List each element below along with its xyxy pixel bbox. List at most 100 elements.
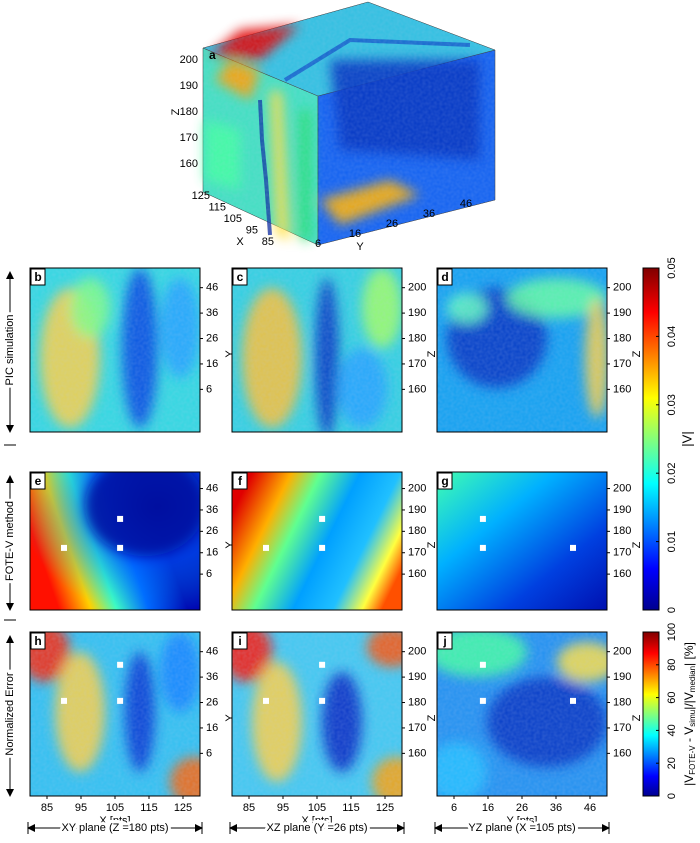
- location-marker: [61, 544, 67, 551]
- axis-label: Z: [426, 350, 438, 357]
- heatmap-noise: [232, 268, 402, 432]
- x-tick-label: 16: [482, 802, 494, 814]
- y-tick-label: 16: [206, 722, 218, 734]
- y-tick-label: 46: [206, 282, 218, 294]
- x-tick-label: 125: [192, 190, 210, 202]
- axis-label: Y: [224, 350, 236, 358]
- y-tick-label: 180: [408, 525, 426, 537]
- y-tick-label: 200: [408, 646, 426, 658]
- y-tick-label: 26: [206, 332, 218, 344]
- y-tick-label: 180: [408, 332, 426, 344]
- heatmap: [231, 267, 403, 433]
- colorbar-tick-label: 40: [666, 724, 678, 736]
- panel-frame: [231, 471, 403, 611]
- x-axis-label: X [pts]: [99, 815, 130, 827]
- colorbar-label: |VFOTE-V - Vsimu|/|Vmedian| [%]: [682, 642, 697, 786]
- y-tick-label: 190: [613, 671, 631, 683]
- x-tick-label: 85: [243, 802, 255, 814]
- y-tick-label: 160: [613, 383, 631, 395]
- y-tick-label: 160: [613, 747, 631, 759]
- y-tick-label: 6: [206, 383, 212, 395]
- x-tick-label: 95: [277, 802, 289, 814]
- heatmap-body: [437, 632, 607, 796]
- x-tick-label: 105: [224, 213, 242, 225]
- x-tick-label: 6: [451, 802, 457, 814]
- axis-label: Z: [631, 541, 643, 548]
- panel-label-box: [232, 268, 248, 286]
- heatmap-body: [232, 632, 402, 796]
- heatmap-noise: [232, 632, 402, 796]
- axis-label: Y: [224, 714, 236, 722]
- x-tick-label: 95: [75, 802, 87, 814]
- x-tick-label: 105: [106, 802, 124, 814]
- z-tick-label: 180: [180, 106, 198, 118]
- axis-label: Y: [224, 541, 236, 549]
- y-tick-label: 200: [613, 282, 631, 294]
- plane-label: XY plane (Z =180 pts): [61, 822, 168, 834]
- location-marker: [61, 697, 67, 704]
- y-tick-label: 190: [613, 504, 631, 516]
- y-tick-label: 170: [613, 358, 631, 370]
- panel-label-box: [437, 472, 453, 490]
- panel-label-box: [232, 472, 248, 490]
- location-marker: [117, 697, 124, 704]
- heatmap-base: [437, 472, 607, 610]
- colorbar-tick-label: 0: [666, 793, 678, 799]
- label-part: FOTE-V: [688, 745, 697, 775]
- y-tick-label: 190: [408, 504, 426, 516]
- heatmap-body: [232, 268, 402, 432]
- row-label: FOTE-V method: [4, 501, 16, 581]
- x-tick-label: 115: [342, 802, 360, 814]
- y-tick-label: 190: [613, 307, 631, 319]
- y-tick-label: 26: [386, 218, 398, 230]
- y-tick-label: 190: [408, 671, 426, 683]
- z-tick-label: 200: [180, 54, 198, 66]
- y-axis-label: Y: [356, 241, 364, 253]
- y-tick-label: 180: [613, 332, 631, 344]
- y-tick-label: 170: [408, 358, 426, 370]
- y-tick-label: 46: [460, 198, 472, 210]
- colorbar-tick-label: 0.03: [666, 394, 678, 415]
- x-tick-label: 115: [208, 201, 226, 213]
- colorbar-tick-label: 0.04: [666, 326, 678, 347]
- label-part: - V: [682, 727, 696, 746]
- panel-label: b: [34, 270, 41, 284]
- y-tick-label: 6: [315, 238, 321, 250]
- heatmap-body: [30, 472, 200, 610]
- x-axis-label: X [pts]: [301, 815, 332, 827]
- location-marker: [263, 697, 269, 704]
- x-tick-label: 46: [584, 802, 596, 814]
- label-part: median: [688, 666, 697, 692]
- panel-label: c: [237, 270, 244, 284]
- label-part: simu: [688, 710, 697, 727]
- y-tick-label: 170: [613, 547, 631, 559]
- y-tick-label: 36: [423, 208, 435, 220]
- heatmap-blobs: [85, 472, 200, 557]
- colorbar-tick-label: 60: [666, 691, 678, 703]
- panel-label-box: [232, 632, 248, 650]
- location-marker: [117, 544, 124, 551]
- y-tick-label: 16: [349, 228, 361, 240]
- y-tick-label: 26: [206, 696, 218, 708]
- heatmap: [29, 267, 201, 433]
- panel-label: f: [238, 474, 243, 488]
- cube: [202, 1, 496, 246]
- heatmap-blob: [85, 472, 200, 557]
- x-tick-label: 115: [140, 802, 158, 814]
- panel-label-box: [437, 268, 453, 286]
- location-marker: [479, 515, 486, 522]
- row-label: Normalized Error: [4, 672, 16, 755]
- heatmap-base: [232, 472, 402, 610]
- heatmap-noise: [437, 632, 607, 796]
- panel-label: e: [35, 474, 42, 488]
- colorbar-tick-label: 0.02: [666, 462, 678, 483]
- y-tick-label: 46: [206, 646, 218, 658]
- y-tick-label: 180: [613, 696, 631, 708]
- panel-frame: [29, 267, 201, 433]
- heatmap: [231, 471, 403, 611]
- panel-label-box: [437, 632, 453, 650]
- panel-label: j: [442, 634, 446, 648]
- colorbar-tick-label: 0.05: [666, 257, 678, 278]
- panel-label: h: [34, 634, 41, 648]
